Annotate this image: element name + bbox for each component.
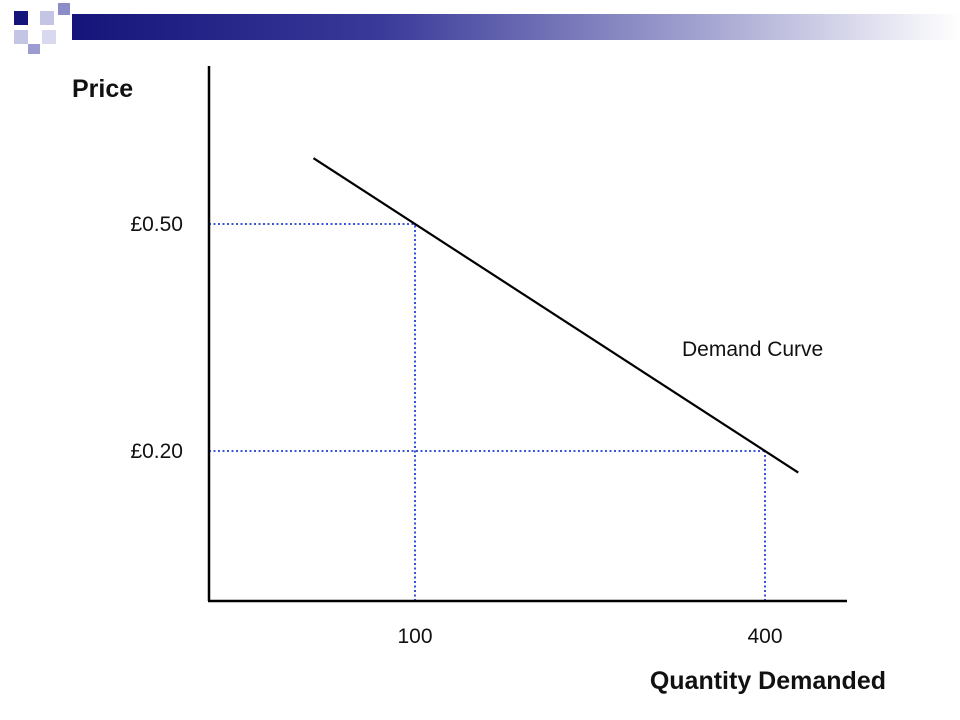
header-square-dark [14,11,28,25]
header-decoration-band [14,3,960,54]
header-square-light-2 [14,30,28,44]
demand-curve-label: Demand Curve [682,338,823,361]
header-square-mid [58,3,70,15]
y-tick-label: £0.20 [130,440,183,463]
x-tick-label: 100 [397,625,432,648]
header-square-light [40,11,54,25]
x-axis-title: Quantity Demanded [650,667,886,695]
guide-lines [209,223,766,601]
header-square-pale [42,30,56,44]
x-tick-label: 400 [747,625,782,648]
header-square-lavender [28,44,40,54]
demand-curve-line [312,157,799,474]
y-tick-label: £0.50 [130,213,183,236]
header-gradient-bar [72,14,960,40]
tick-labels: 100 400 £0.50 £0.20 [130,213,782,648]
y-axis-title: Price [72,75,133,103]
